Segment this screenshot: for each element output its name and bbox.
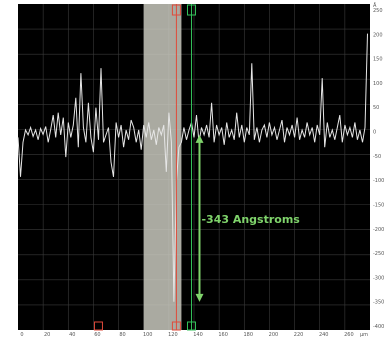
x-tick-label: 240 <box>319 332 329 337</box>
measurement-label: -343 Angstroms <box>201 213 300 226</box>
x-tick-label: 160 <box>218 332 228 337</box>
y-tick-label: 200 <box>373 32 383 38</box>
y-tick-label: -300 <box>373 275 384 281</box>
x-tick-label: 140 <box>193 332 203 337</box>
y-tick-label: 50 <box>373 105 379 111</box>
y-tick-label: -200 <box>373 227 384 233</box>
x-tick-label: 220 <box>294 332 304 337</box>
y-tick-label: -50 <box>373 154 381 160</box>
x-tick-label: 80 <box>119 332 125 337</box>
cursor-green-bottom-handle[interactable] <box>186 321 196 331</box>
cursor-handles[interactable] <box>93 4 196 331</box>
profile-trace-line <box>17 33 368 302</box>
measurement-arrow-head-bottom <box>195 293 204 302</box>
y-axis-tick-labels: 250 200 150 100 50 0 -50 -100 -150 -200 -250 -300 -3… <box>373 8 384 330</box>
range-marker-handle[interactable] <box>93 321 103 331</box>
measurement-arrow <box>195 134 204 302</box>
x-tick-label: 120 <box>168 332 178 337</box>
x-tick-label: 180 <box>244 332 254 337</box>
profile-trace <box>17 33 368 302</box>
x-tick-label: 260 <box>344 332 354 337</box>
cursor-red-bottom-handle[interactable] <box>171 321 181 331</box>
x-tick-label: 0 <box>20 332 23 337</box>
x-tick-label: 200 <box>269 332 279 337</box>
y-tick-label: -150 <box>373 202 384 208</box>
x-axis-tick-labels: 0 20 40 60 80 100 120 140 160 180 200 220 240 260 <box>20 332 354 338</box>
y-tick-label: 150 <box>373 57 383 63</box>
y-tick-label: 100 <box>373 81 383 87</box>
y-tick-label: 0 <box>373 130 376 136</box>
x-tick-label: 20 <box>44 332 50 337</box>
y-tick-label: -100 <box>373 178 384 184</box>
x-axis-unit: µm <box>360 332 368 337</box>
x-tick-label: 60 <box>94 332 100 337</box>
y-tick-label: -250 <box>373 251 384 257</box>
y-axis-unit: Å <box>373 2 377 9</box>
y-tick-label: -350 <box>373 300 384 306</box>
x-tick-label: 40 <box>69 332 75 337</box>
y-tick-label: -400 <box>373 324 384 330</box>
y-tick-label: 250 <box>373 8 383 14</box>
highlight-band[interactable] <box>143 4 182 330</box>
cursor-green-top-handle[interactable] <box>186 4 196 16</box>
measurement-arrow-head-top <box>195 134 204 143</box>
cursor-red-top-handle[interactable] <box>171 4 181 16</box>
x-tick-label: 100 <box>143 332 153 337</box>
